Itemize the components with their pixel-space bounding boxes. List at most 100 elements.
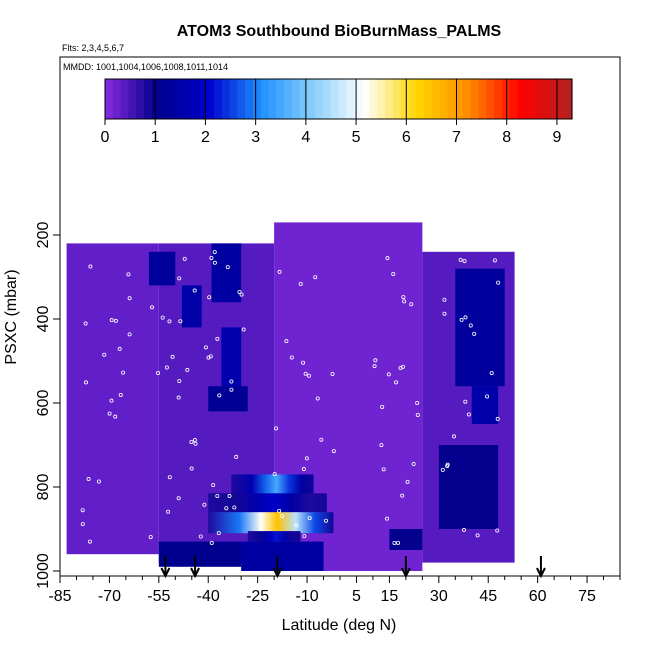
colorbar-swatch	[245, 79, 254, 119]
sample-marker	[185, 367, 190, 372]
data-feature	[211, 243, 242, 303]
sample-marker	[409, 302, 414, 307]
data-feature	[181, 285, 202, 328]
sample-marker	[189, 439, 194, 444]
data-feature	[148, 251, 176, 286]
sample-marker	[415, 401, 420, 406]
colorbar-swatch	[291, 79, 301, 119]
sample-marker	[166, 509, 171, 514]
sample-marker	[177, 378, 182, 383]
sample-marker	[215, 493, 220, 498]
sample-marker	[86, 477, 91, 482]
colorbar-swatch	[307, 79, 316, 119]
x-tick-label: -85	[48, 588, 71, 605]
data-feature	[455, 268, 505, 387]
colorbar-tick-label: 9	[552, 129, 561, 146]
colorbar-swatch	[392, 79, 402, 119]
data-plume	[208, 512, 334, 534]
colorbar-tick-label: 1	[151, 129, 160, 146]
colorbar-tick-label: 6	[402, 129, 411, 146]
sample-marker	[121, 370, 126, 375]
colorbar-swatch	[151, 79, 161, 119]
sample-marker	[495, 416, 500, 421]
colorbar-swatch	[229, 79, 238, 119]
sample-marker	[274, 426, 279, 431]
sample-marker	[241, 327, 246, 332]
y-tick-label: 400	[35, 306, 52, 333]
sample-marker	[401, 295, 406, 300]
chart-title: ATOM3 Southbound BioBurnMass_PALMS	[177, 23, 502, 40]
colorbar-swatch	[128, 79, 137, 119]
sample-marker	[462, 259, 467, 264]
colorbar-swatch	[198, 79, 207, 119]
sample-marker	[489, 370, 494, 375]
sample-marker	[113, 318, 118, 323]
plot-area	[66, 222, 546, 579]
colorbar-swatch	[299, 79, 308, 119]
sample-marker	[239, 292, 244, 297]
sample-marker	[208, 354, 213, 359]
sample-marker	[182, 256, 187, 261]
sample-marker	[217, 393, 222, 398]
sample-marker	[87, 539, 92, 544]
colorbar-swatch	[470, 79, 480, 119]
sample-marker	[107, 411, 112, 416]
x-tick-label: 75	[578, 588, 596, 605]
sample-marker	[207, 295, 212, 300]
sample-marker	[277, 269, 282, 274]
colorbar-swatch	[439, 79, 449, 119]
data-feature	[241, 541, 324, 571]
sample-marker	[232, 505, 237, 510]
sample-marker	[80, 508, 85, 513]
colorbar-tick-label: 3	[251, 129, 260, 146]
colorbar-swatch	[284, 79, 293, 119]
sample-marker	[272, 472, 277, 477]
sample-marker	[113, 414, 118, 419]
colorbar-swatch	[377, 79, 386, 119]
colorbar-tick-label: 7	[452, 129, 461, 146]
sample-marker	[496, 280, 501, 285]
dates-note: MMDD: 1001,1004,1006,1008,1011,1014	[63, 62, 228, 72]
data-feature	[471, 386, 499, 424]
sample-marker	[307, 516, 312, 521]
sample-marker	[212, 260, 217, 265]
data-feature	[438, 445, 499, 529]
sample-marker	[176, 496, 181, 501]
x-tick-label: -10	[295, 588, 318, 605]
colorbar-swatch	[213, 79, 223, 119]
sample-marker	[192, 438, 197, 443]
data-region	[66, 243, 159, 555]
sample-marker	[372, 364, 377, 369]
sample-marker	[203, 345, 208, 350]
sample-marker	[209, 541, 214, 546]
colorbar-swatch	[548, 79, 558, 119]
sample-marker	[212, 250, 217, 255]
colorbar-swatch	[556, 79, 565, 119]
sample-marker	[234, 454, 239, 459]
sample-marker	[193, 441, 198, 446]
sample-marker	[289, 355, 294, 360]
sample-marker	[189, 466, 194, 471]
sample-marker	[313, 275, 318, 280]
colorbar-swatch	[268, 79, 277, 119]
axes: -85 -70 -55 -40 -25 -10 5 15 30 45 60 75 200 400 600 80…	[35, 222, 621, 605]
sample-marker	[381, 467, 386, 472]
colorbar-swatch	[463, 79, 472, 119]
sample-marker	[451, 434, 456, 439]
sample-marker	[463, 399, 468, 404]
colorbar-swatch	[159, 79, 168, 119]
x-tick-label: -25	[246, 588, 269, 605]
sample-marker	[209, 255, 214, 260]
colorbar-swatch	[416, 79, 425, 119]
sample-marker	[445, 462, 450, 467]
sample-marker	[301, 360, 306, 365]
colorbar-swatch	[346, 79, 355, 119]
colorbar-swatch	[338, 79, 347, 119]
colorbar-swatch	[494, 79, 503, 119]
sample-marker	[402, 299, 407, 304]
sample-marker	[306, 373, 311, 378]
colorbar-swatch	[276, 79, 285, 119]
colorbar-tick-label: 8	[502, 129, 511, 146]
sample-marker	[492, 258, 497, 263]
